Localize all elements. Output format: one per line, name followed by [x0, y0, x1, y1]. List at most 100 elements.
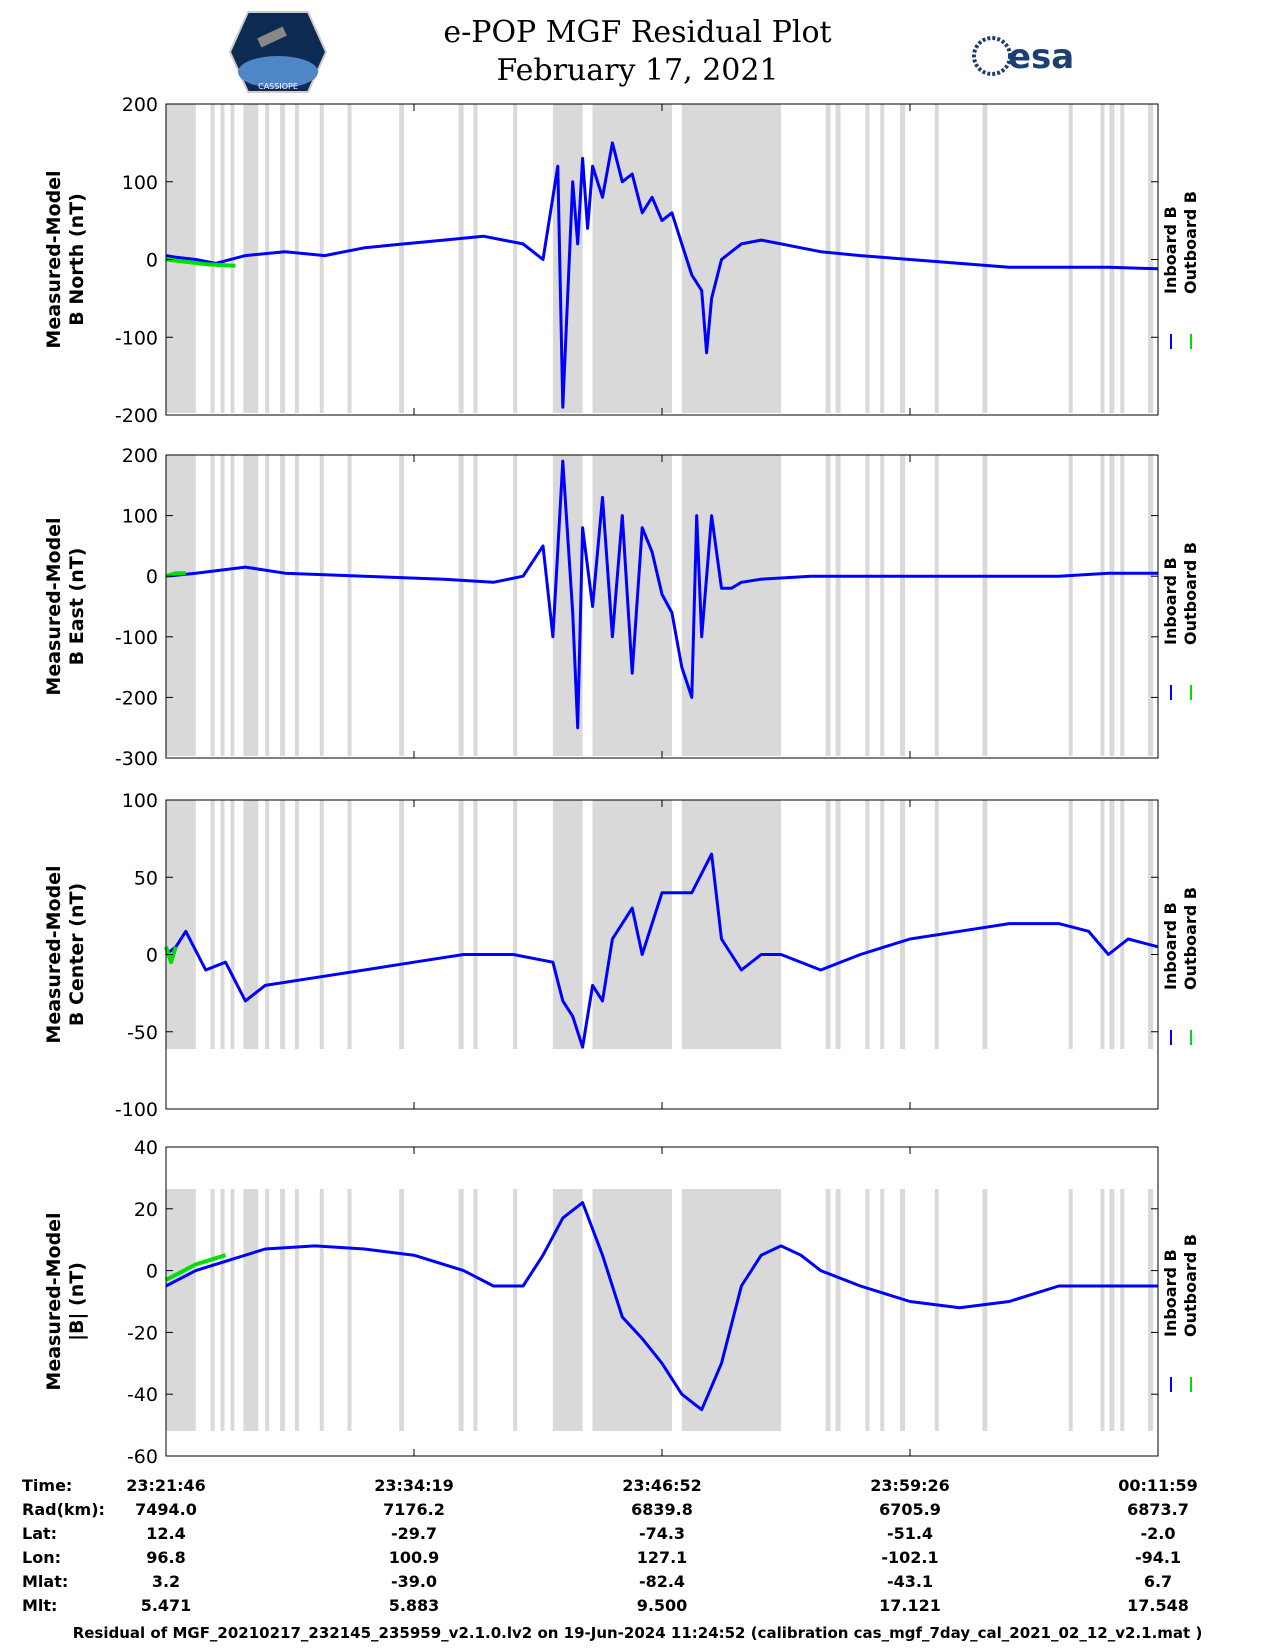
data-gap-band [319, 800, 324, 1049]
data-gap-band [592, 1189, 672, 1431]
data-gap-band [399, 1189, 405, 1431]
y-axis-label-line: Measured-Model [43, 865, 65, 1043]
y-axis-label-line: B Center (nT) [66, 883, 88, 1026]
y-tick-label: -100 [115, 1099, 158, 1121]
data-gap-band [220, 800, 225, 1049]
data-gap-band [1148, 455, 1154, 756]
y-tick-label: -200 [115, 687, 158, 709]
legend-label: Inboard B [1161, 206, 1180, 294]
data-gap-band [294, 1189, 299, 1431]
data-gap-band [294, 800, 299, 1049]
y-tick-label: -100 [115, 627, 158, 649]
data-gap-band [865, 800, 870, 1049]
series-line-outboard-b [165, 571, 186, 579]
data-gap-band [210, 455, 215, 756]
data-gap-band [681, 800, 782, 1049]
cassiope-logo-text: CASSIOPE [258, 82, 298, 91]
data-gap-band [1120, 455, 1125, 756]
data-gap-band [592, 455, 672, 756]
data-gap-band [210, 1189, 215, 1431]
data-gap-band [513, 1189, 518, 1431]
data-gap-band [166, 1189, 196, 1431]
y-tick-label: 100 [122, 506, 158, 528]
data-gap-band [982, 104, 988, 413]
data-gap-band [592, 104, 672, 413]
legend-label: Outboard B [1181, 887, 1200, 990]
data-gap-band [265, 104, 270, 413]
data-gap-band [681, 104, 782, 413]
data-gap-band [230, 800, 235, 1049]
data-gap-band [513, 455, 518, 756]
y-tick-label: 50 [134, 867, 158, 889]
y-axis-label: Measured-Model|B| (nT) [43, 1212, 88, 1390]
panel-3: -100 -50 0 50 100 Measured-ModelB Center (nT)… [43, 790, 1200, 1121]
data-gap-band [473, 104, 478, 413]
y-tick-label: -60 [127, 1446, 158, 1468]
data-gap-band [220, 1189, 225, 1431]
data-gap-band [825, 1189, 831, 1431]
data-gap-band [835, 104, 841, 413]
y-axis-label: Measured-ModelB Center (nT) [43, 865, 88, 1043]
legend-label: Outboard B [1181, 542, 1200, 645]
y-tick-label: -20 [127, 1322, 158, 1344]
data-gap-band [900, 1189, 906, 1431]
data-gap-band [399, 104, 405, 413]
data-gap-band [294, 455, 299, 756]
y-axis-label: Measured-ModelB East (nT) [43, 517, 88, 695]
data-gap-band [835, 800, 841, 1049]
y-axis-label-line: Measured-Model [43, 517, 65, 695]
data-gap-band [982, 800, 988, 1049]
data-gap-band [865, 104, 870, 413]
data-gap-band [1068, 1189, 1073, 1431]
data-gap-band [825, 800, 831, 1049]
legend-label: Inboard B [1161, 557, 1180, 645]
data-gap-band [458, 1189, 464, 1431]
data-gap-band [592, 800, 672, 1049]
series-line-inboard-b [165, 141, 1159, 409]
series-line-outboard-b [165, 1253, 227, 1282]
data-gap-band [243, 1189, 259, 1431]
series-line-inboard-b [165, 1201, 1158, 1412]
data-gap-band [1068, 800, 1073, 1049]
data-gap-band [1068, 455, 1073, 756]
data-gap-band [934, 104, 939, 413]
data-gap-band [280, 104, 286, 413]
data-gap-band [473, 800, 478, 1049]
data-gap-band [982, 455, 988, 756]
y-axis-label-line: B North (nT) [66, 193, 88, 326]
y-axis-label-line: |B| (nT) [66, 1262, 88, 1341]
data-gap-band [280, 800, 286, 1049]
data-gap-band [1120, 1189, 1125, 1431]
data-gap-band [934, 455, 939, 756]
data-gap-band [552, 104, 583, 413]
data-gap-band [835, 1189, 841, 1431]
data-gap-band [243, 455, 259, 756]
data-gap-band [681, 1189, 782, 1431]
y-tick-label: -100 [115, 327, 158, 349]
data-gap-band [294, 104, 299, 413]
panel-1: -200 -100 0 100 200 Measured-ModelB North (nT… [43, 94, 1200, 427]
data-gap-band [825, 455, 831, 756]
data-gap-band [880, 455, 885, 756]
y-tick-label: -40 [127, 1384, 158, 1406]
data-gap-band [458, 800, 464, 1049]
data-gap-band [865, 1189, 870, 1431]
data-gap-band [513, 800, 518, 1049]
data-gap-band [1109, 1189, 1115, 1431]
y-tick-label: 0 [146, 250, 158, 272]
y-tick-label: 100 [122, 172, 158, 194]
cassiope-logo: CASSIOPE [228, 11, 328, 93]
esa-logo-text: esa [1008, 37, 1074, 77]
data-gap-band [166, 455, 196, 756]
plot-title: e-POP MGF Residual Plot February 17, 202… [0, 14, 1275, 90]
data-gap-band [982, 1189, 988, 1431]
data-gap-band [934, 800, 939, 1049]
legend-label: Inboard B [1161, 1249, 1180, 1337]
title-line-2: February 17, 2021 [496, 53, 779, 88]
legend-label: Inboard B [1161, 902, 1180, 990]
legend-label: Outboard B [1181, 1234, 1200, 1337]
data-gap-band [1148, 800, 1154, 1049]
data-gap-band [458, 455, 464, 756]
data-gap-band [220, 104, 225, 413]
data-gap-band [1109, 455, 1115, 756]
